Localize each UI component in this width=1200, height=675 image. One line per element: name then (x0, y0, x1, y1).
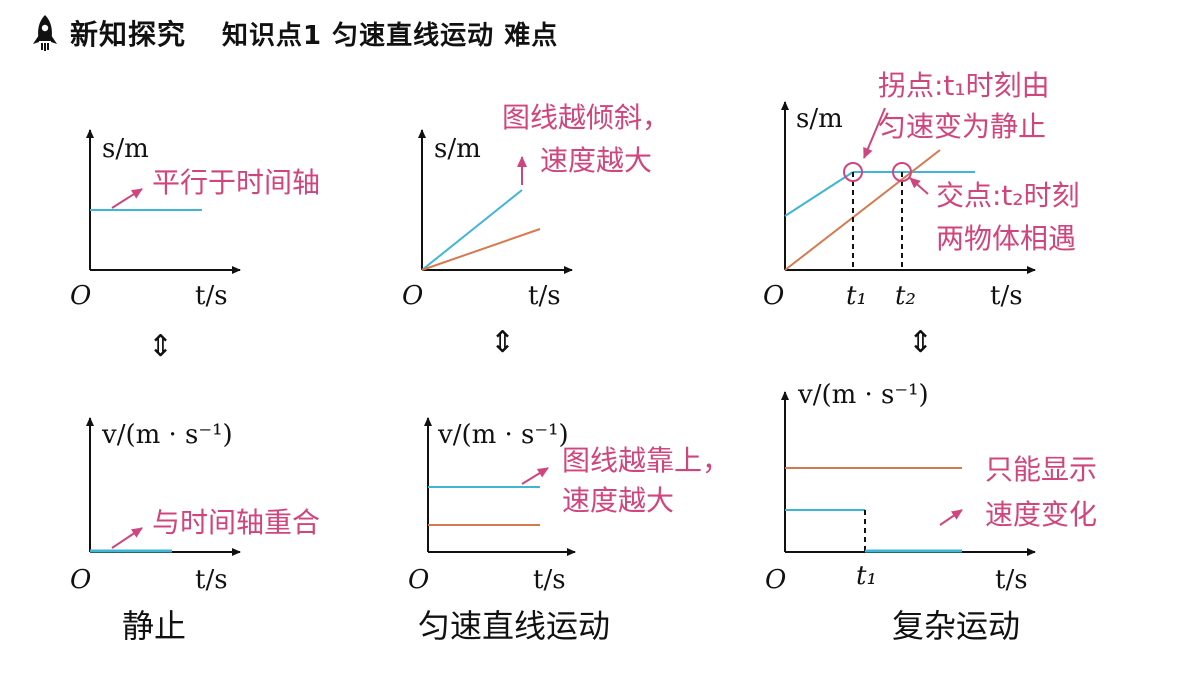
header-subtitle: 知识点1 匀速直线运动 难点 (222, 20, 559, 51)
origin-label: O (402, 281, 423, 311)
equivalence-icon: ⇕ (148, 329, 173, 364)
cross-note-1: 交点:t₂时刻 (936, 179, 1080, 212)
uniform-st-note-1: 图线越倾斜， (502, 101, 670, 134)
pointer-arrow (111, 188, 143, 209)
turn-note-2: 匀速变为静止 (878, 110, 1046, 143)
t-axis-label: t/s (990, 281, 1023, 311)
pointer-arrow (909, 177, 929, 195)
origin-label: O (70, 565, 91, 595)
origin-label: O (70, 281, 91, 311)
pointer-arrow (111, 527, 143, 549)
pointer-arrow (939, 509, 963, 526)
caption-complex: 复杂运动 (892, 607, 1020, 645)
caption-rest: 静止 (122, 607, 186, 645)
t-axis-label: t/s (533, 565, 566, 595)
slow-st-line (421, 228, 541, 271)
rest-st-note: 平行于时间轴 (152, 166, 320, 199)
fast-st-line (421, 189, 523, 271)
complex-vt-graph: 只能显示 速度变化 v/(m · s⁻¹) O t₁ t/s (765, 380, 1097, 595)
rest-vt-note: 与时间轴重合 (152, 506, 320, 539)
v-axis-label: v/(m · s⁻¹) (101, 420, 233, 450)
uniform-st-note-2: 速度越大 (540, 144, 652, 177)
t1-label: t₁ (856, 561, 877, 591)
caption-uniform: 匀速直线运动 (418, 607, 610, 645)
crossing-point-marker (892, 162, 912, 182)
equivalence-icon: ⇕ (490, 325, 515, 360)
t-axis-label: t/s (528, 281, 561, 311)
rest-st-graph: 平行于时间轴 s/m O t/s (70, 129, 320, 311)
uniform-vt-graph: 图线越靠上， 速度越大 v/(m · s⁻¹) O t/s (408, 417, 730, 595)
rocket-icon (33, 15, 57, 51)
header-title: 新知探究 (70, 18, 187, 51)
turning-point-marker (843, 162, 863, 182)
v-axis-label: v/(m · s⁻¹) (437, 420, 569, 450)
origin-label: O (763, 281, 784, 311)
complex-vt-note-2: 速度变化 (985, 498, 1097, 531)
t-axis-label: t/s (195, 281, 228, 311)
s-axis-label: s/m (434, 134, 481, 164)
origin-label: O (765, 565, 786, 595)
cross-note-2: 两物体相遇 (936, 222, 1076, 255)
rest-vt-graph: 与时间轴重合 v/(m · s⁻¹) O t/s (70, 417, 320, 595)
t1-label: t₁ (846, 281, 867, 311)
pointer-arrow (521, 467, 549, 485)
object-b-line (784, 149, 941, 271)
pointer-arrow (863, 107, 886, 159)
uniform-vt-note-1: 图线越靠上， (562, 444, 730, 477)
s-axis-label: s/m (796, 104, 843, 134)
t2-label: t₂ (895, 281, 916, 311)
object-a-moving-line (784, 171, 854, 217)
turn-note-1: 拐点:t₁时刻由 (878, 69, 1050, 102)
v-axis-label: v/(m · s⁻¹) (797, 380, 929, 410)
origin-label: O (408, 565, 429, 595)
t-axis-label: t/s (995, 565, 1028, 595)
t-axis-label: t/s (195, 565, 228, 595)
uniform-st-graph: 图线越倾斜， 速度越大 s/m O t/s (402, 101, 670, 311)
complex-vt-note-1: 只能显示 (985, 453, 1097, 486)
s-axis-label: s/m (102, 134, 149, 164)
complex-st-graph: 拐点:t₁时刻由 匀速变为静止 交点:t₂时刻 两物体相遇 s/m O t₁ t… (763, 69, 1080, 311)
equivalence-icon: ⇕ (908, 325, 933, 360)
uniform-vt-note-2: 速度越大 (562, 484, 674, 517)
header: 新知探究 知识点1 匀速直线运动 难点 (30, 10, 558, 56)
